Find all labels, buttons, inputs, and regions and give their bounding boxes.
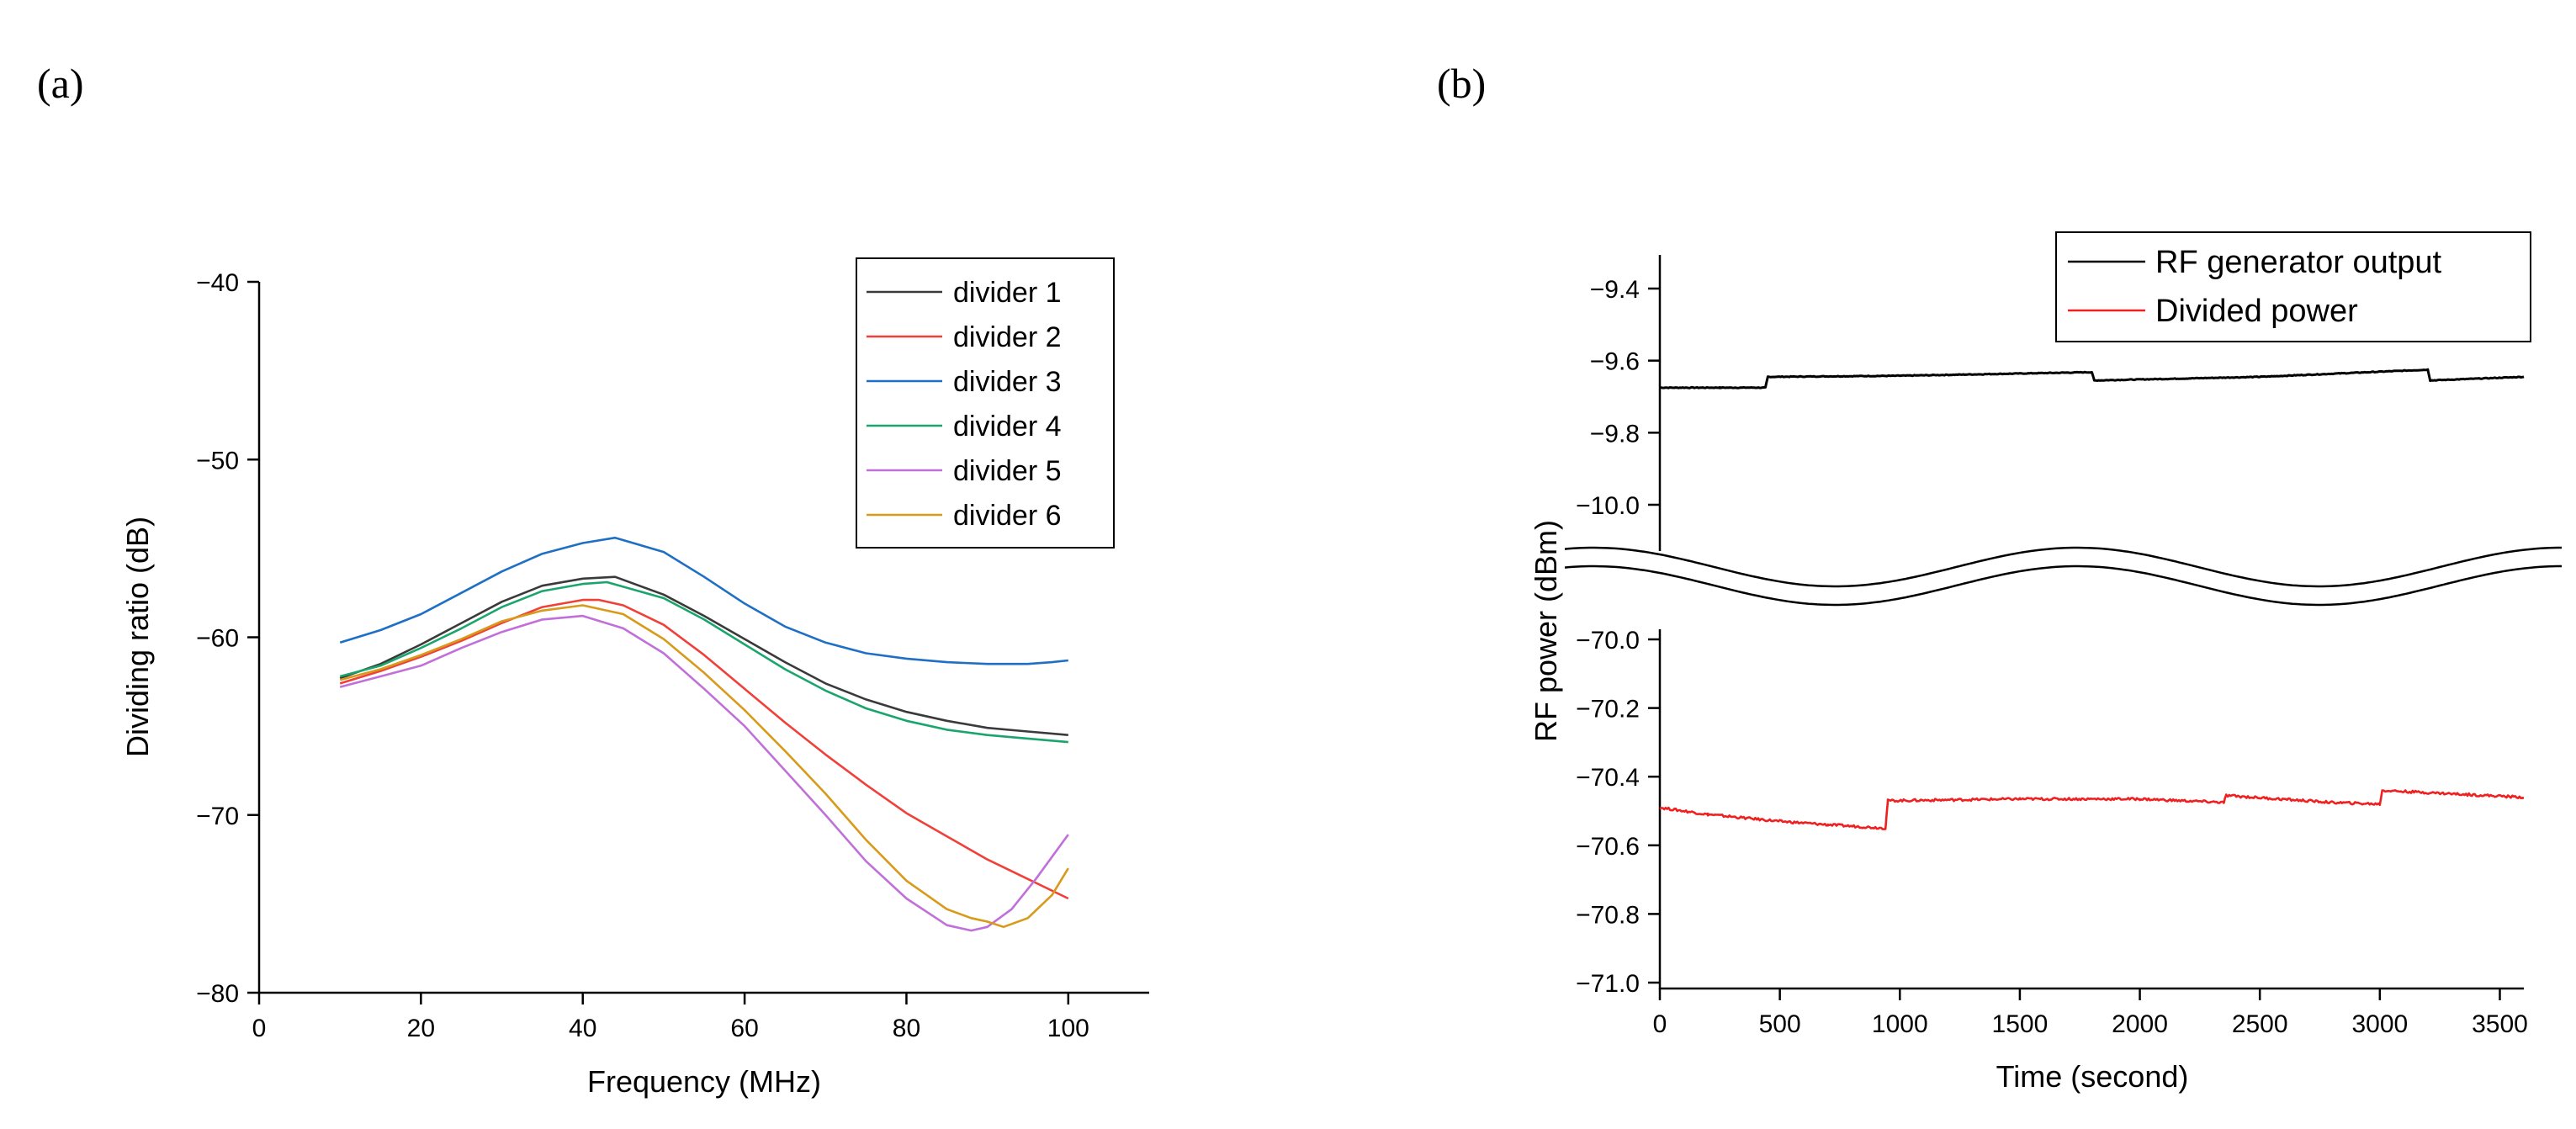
chart-b-series-line-2 xyxy=(1659,789,2525,830)
chart-b-x-tick-label: 1000 xyxy=(1872,1010,1928,1038)
chart-a-series xyxy=(339,536,1069,932)
chart-b-xlabel: Time (second) xyxy=(1996,1059,2189,1094)
chart-b-x-ticks: 0 500 1000 1500 2000 2500 3000 3500 xyxy=(1653,989,2528,1038)
chart-a-legend: divider 1 divider 2 divider 3 divider 4 divi… xyxy=(856,257,1115,549)
chart-b-x-tick-label: 3500 xyxy=(2472,1010,2528,1038)
chart-b-upper-y-tick-label: −10.0 xyxy=(1576,492,1640,520)
chart-a-legend-label: divider 5 xyxy=(953,455,1062,487)
chart-a-series-line-4 xyxy=(339,580,1068,744)
chart-b: 0 500 1000 1500 2000 2500 3000 3500 −10.0 −9.8 −9… xyxy=(1529,231,2562,1094)
chart-a-x-tick-label: 20 xyxy=(407,1015,435,1042)
chart-b-lower-y-tick-label: −70.2 xyxy=(1576,696,1640,724)
chart-b-y-ticks: −10.0 −9.8 −9.6 −9.4 −71.0 −70.8 −70.6 −70.4 −70… xyxy=(1576,276,1660,998)
chart-b-upper-y-tick-label: −9.8 xyxy=(1590,420,1640,448)
chart-b-break-line-bottom xyxy=(1564,564,2562,607)
chart-b-lower-axes xyxy=(1658,629,2524,990)
chart-a-y-tick-label: −40 xyxy=(196,269,239,297)
chart-a-x-tick-label: 0 xyxy=(252,1015,267,1042)
chart-b-legend: RF generator output Divided power xyxy=(2055,231,2531,342)
chart-a-xlabel: Frequency (MHz) xyxy=(587,1064,821,1099)
chart-a: 0 20 40 60 80 100 −80 −70 −60 −50 −40 Frequency (… xyxy=(120,257,1149,1099)
chart-a-series-line-1 xyxy=(339,575,1068,736)
chart-a-y-tick-label: −60 xyxy=(196,625,239,653)
chart-a-y-tick-label: −50 xyxy=(196,447,239,474)
chart-a-x-tick-label: 60 xyxy=(730,1015,758,1042)
chart-b-x-tick-label: 2000 xyxy=(2112,1010,2168,1038)
chart-b-legend-label: Divided power xyxy=(2155,294,2358,329)
chart-b-axis-break xyxy=(1564,546,2562,607)
chart-b-lower-y-tick-label: −70.4 xyxy=(1576,764,1640,792)
panel-a-label: (a) xyxy=(37,60,84,107)
panel-b-label: (b) xyxy=(1437,60,1486,107)
chart-b-lower-y-tick-label: −71.0 xyxy=(1576,970,1640,998)
chart-a-series-line-2 xyxy=(339,598,1069,900)
chart-a-legend-label: divider 1 xyxy=(953,277,1062,309)
chart-a-series-line-3 xyxy=(339,536,1068,665)
chart-b-series-line-1 xyxy=(1659,368,2525,390)
chart-a-y-tick-label: −70 xyxy=(196,803,239,830)
chart-b-ylabel: RF power (dBm) xyxy=(1529,520,1563,742)
chart-a-legend-label: divider 4 xyxy=(953,411,1062,443)
chart-a-x-tick-label: 40 xyxy=(569,1015,596,1042)
chart-b-x-tick-label: 1500 xyxy=(1992,1010,2049,1038)
chart-a-x-tick-label: 80 xyxy=(893,1015,920,1042)
chart-a-x-tick-label: 100 xyxy=(1047,1015,1089,1042)
chart-b-upper-y-tick-label: −9.6 xyxy=(1590,348,1640,376)
chart-a-legend-label: divider 6 xyxy=(953,500,1062,532)
chart-b-legend-label: RF generator output xyxy=(2155,245,2442,280)
chart-b-x-tick-label: 500 xyxy=(1759,1010,1801,1038)
chart-a-ylabel: Dividing ratio (dB) xyxy=(120,517,155,757)
chart-b-upper-y-tick-label: −9.4 xyxy=(1590,276,1640,304)
chart-a-x-ticks: 0 20 40 60 80 100 xyxy=(252,993,1089,1042)
chart-a-legend-label: divider 3 xyxy=(953,366,1062,398)
chart-a-legend-box xyxy=(856,257,1115,549)
chart-a-y-tick-label: −80 xyxy=(196,980,239,1008)
chart-b-x-tick-label: 3000 xyxy=(2351,1010,2408,1038)
chart-b-lower-y-tick-label: −70.8 xyxy=(1576,901,1640,929)
chart-a-series-line-5 xyxy=(339,614,1069,932)
chart-b-legend-box xyxy=(2055,231,2531,342)
chart-a-legend-label: divider 2 xyxy=(953,321,1062,353)
chart-b-lower-y-tick-label: −70.6 xyxy=(1576,833,1640,861)
chart-a-series-line-6 xyxy=(339,604,1069,929)
chart-b-lower-y-tick-label: −70.0 xyxy=(1576,627,1640,655)
chart-b-break-line-top xyxy=(1564,546,2562,588)
chart-b-series xyxy=(1659,368,2525,830)
chart-a-y-ticks: −80 −70 −60 −50 −40 xyxy=(196,269,259,1008)
chart-b-x-tick-label: 0 xyxy=(1653,1010,1667,1038)
chart-b-x-tick-label: 2500 xyxy=(2232,1010,2288,1038)
